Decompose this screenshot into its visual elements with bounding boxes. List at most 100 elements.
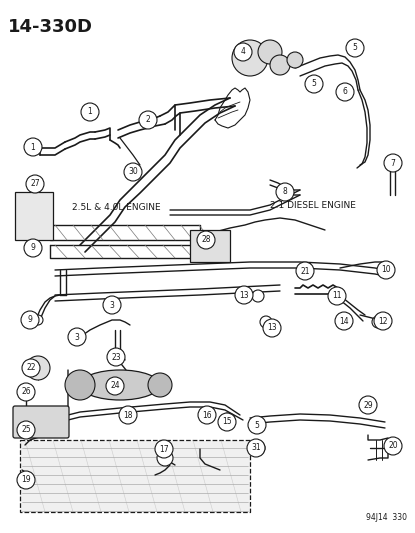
Text: 8: 8 [283,188,287,197]
Text: 30: 30 [128,167,138,176]
Circle shape [24,138,42,156]
Text: 94J14  330: 94J14 330 [366,513,407,522]
Circle shape [252,418,264,430]
Circle shape [21,475,31,485]
Text: 14: 14 [339,317,349,326]
Circle shape [335,312,353,330]
FancyBboxPatch shape [190,230,230,262]
Text: 21: 21 [300,266,310,276]
Text: 12: 12 [378,317,388,326]
Circle shape [260,316,272,328]
Circle shape [17,471,35,489]
Text: 31: 31 [251,443,261,453]
Circle shape [276,183,294,201]
Text: 17: 17 [159,445,169,454]
Circle shape [384,154,402,172]
Circle shape [81,103,99,121]
FancyBboxPatch shape [15,192,53,240]
Circle shape [157,450,173,466]
Text: 11: 11 [332,292,342,301]
Circle shape [346,39,364,57]
Text: 18: 18 [123,410,133,419]
Circle shape [296,262,314,280]
Circle shape [201,408,215,422]
Circle shape [121,408,135,422]
Circle shape [252,290,264,302]
Text: 27: 27 [30,180,40,189]
Circle shape [232,40,268,76]
Circle shape [287,52,303,68]
Ellipse shape [80,370,160,400]
Circle shape [26,356,50,380]
Text: 4: 4 [241,47,245,56]
Text: 7: 7 [391,158,395,167]
Text: 13: 13 [267,324,277,333]
Circle shape [22,359,40,377]
Text: 1: 1 [31,142,35,151]
Circle shape [68,328,86,346]
Circle shape [221,413,235,427]
Circle shape [33,315,43,325]
Text: 25: 25 [21,425,31,434]
FancyBboxPatch shape [13,406,69,438]
Circle shape [24,239,42,257]
Text: 6: 6 [342,87,347,96]
Text: 5: 5 [312,79,317,88]
Circle shape [270,55,290,75]
Text: 24: 24 [110,382,120,391]
Circle shape [124,163,142,181]
Circle shape [26,175,44,193]
Circle shape [107,348,125,366]
Text: 28: 28 [201,236,211,245]
Circle shape [218,413,236,431]
Circle shape [139,111,157,129]
Circle shape [65,370,95,400]
Text: 22: 22 [26,364,36,373]
Circle shape [197,231,215,249]
Circle shape [17,421,35,439]
Circle shape [374,312,392,330]
Circle shape [377,261,395,279]
Circle shape [359,396,377,414]
Text: 10: 10 [381,265,391,274]
Text: 20: 20 [388,441,398,450]
Circle shape [198,406,216,424]
Circle shape [372,316,384,328]
Text: 2.1 DIESEL ENGINE: 2.1 DIESEL ENGINE [270,201,356,211]
Circle shape [328,287,346,305]
Circle shape [263,319,281,337]
Text: 2.5L & 4.0L ENGINE: 2.5L & 4.0L ENGINE [72,204,161,213]
Text: 3: 3 [75,333,79,342]
Circle shape [384,437,402,455]
Circle shape [148,373,172,397]
Text: 9: 9 [31,244,35,253]
Circle shape [336,83,354,101]
Text: 3: 3 [110,301,115,310]
Circle shape [21,311,39,329]
Circle shape [106,377,124,395]
Circle shape [251,441,265,455]
Circle shape [155,440,173,458]
Text: 9: 9 [27,316,32,325]
Text: 23: 23 [111,352,121,361]
Circle shape [19,385,33,399]
Text: 5: 5 [353,44,357,52]
Circle shape [248,416,266,434]
Text: 13: 13 [239,290,249,300]
Circle shape [258,40,282,64]
Text: 19: 19 [21,475,31,484]
Text: 2: 2 [146,116,150,125]
Text: 1: 1 [88,108,93,117]
Circle shape [103,296,121,314]
Circle shape [305,75,323,93]
Text: 16: 16 [202,410,212,419]
Circle shape [119,406,137,424]
Text: 5: 5 [254,421,259,430]
Circle shape [235,286,253,304]
Circle shape [247,439,265,457]
Text: 14-330D: 14-330D [8,18,93,36]
Circle shape [234,43,252,61]
Text: 29: 29 [363,400,373,409]
FancyBboxPatch shape [20,440,250,512]
Text: 26: 26 [21,387,31,397]
